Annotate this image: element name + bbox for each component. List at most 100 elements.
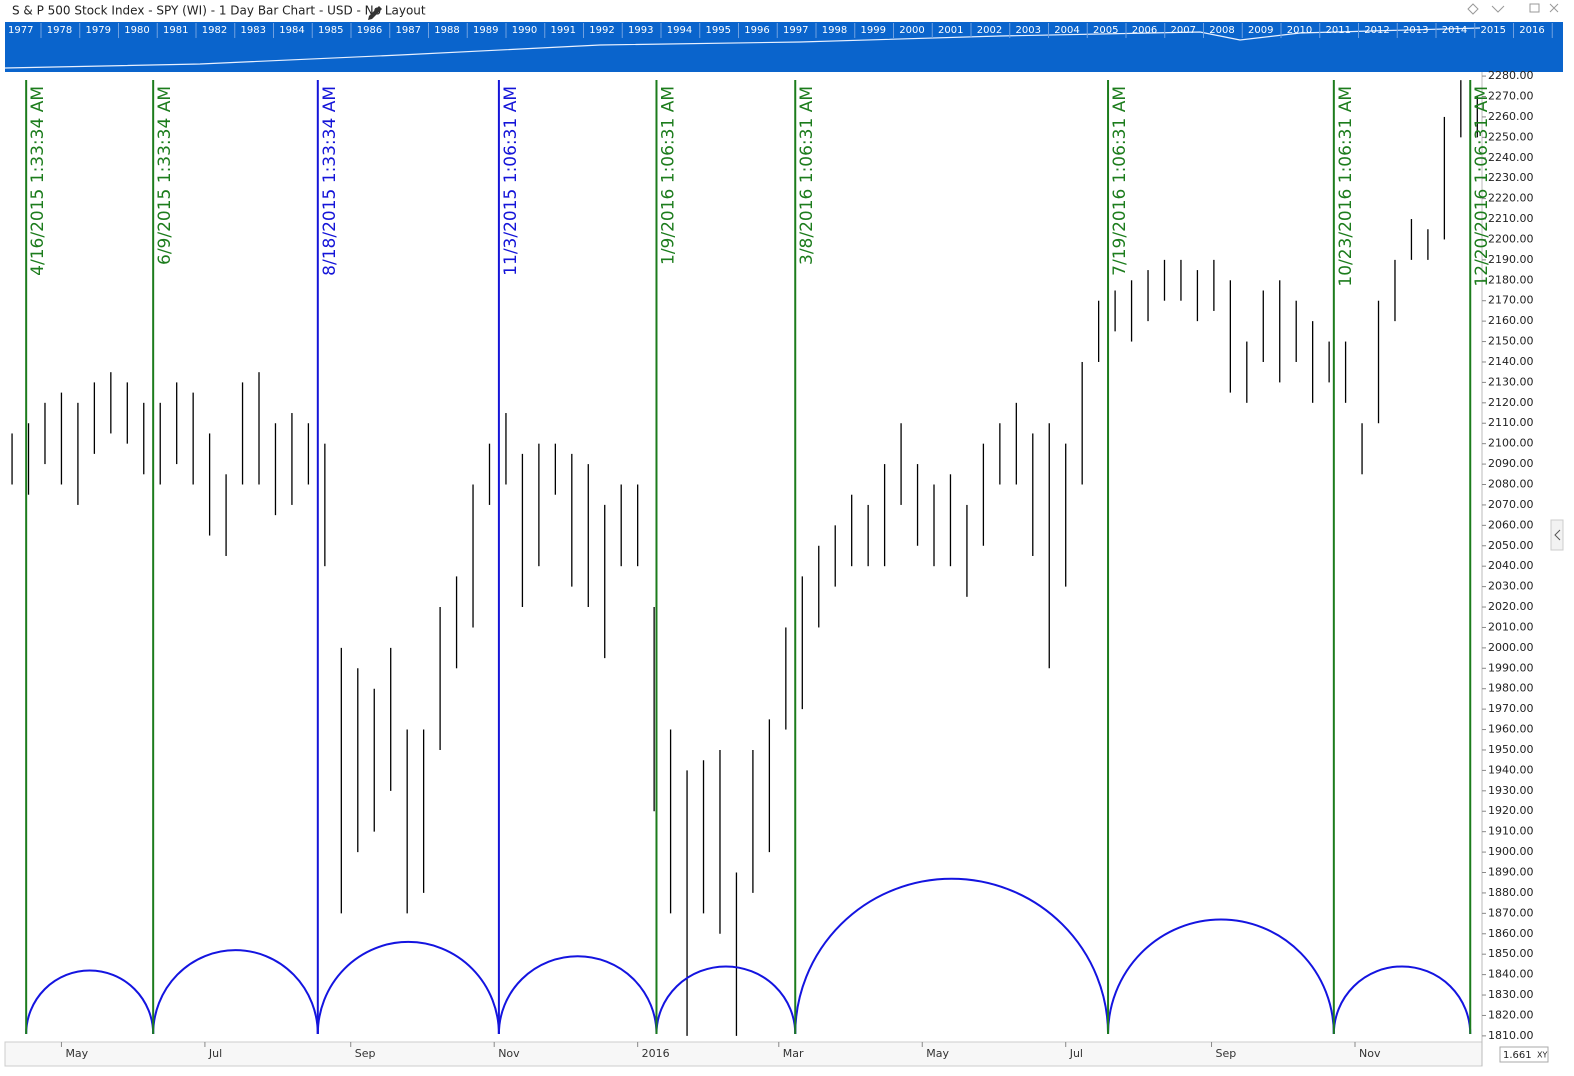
y-tick-label: 1890.00 (1488, 866, 1534, 879)
navigator-year: 2005 (1093, 25, 1118, 36)
y-tick-label: 1970.00 (1488, 702, 1534, 715)
navigator-year: 1993 (628, 25, 653, 36)
y-tick-label: 2060.00 (1488, 518, 1534, 531)
y-tick-label: 2170.00 (1488, 294, 1534, 307)
x-tick-label: Sep (1216, 1047, 1237, 1060)
navigator-year: 1980 (124, 25, 149, 36)
y-tick-label: 1960.00 (1488, 723, 1534, 736)
navigator-year: 2009 (1248, 25, 1273, 36)
cycle-arc (655, 965, 797, 1035)
navigator-year: 2007 (1171, 25, 1196, 36)
cycle-arc (152, 949, 319, 1035)
y-tick-label: 1870.00 (1488, 906, 1534, 919)
y-tick-label: 2080.00 (1488, 478, 1534, 491)
cycle-date-label: 12/20/2016 1:06:31 AM (1472, 86, 1492, 287)
navigator-year: 1983 (241, 25, 266, 36)
navigator-year: 1994 (667, 25, 692, 36)
cycle-arc (497, 955, 658, 1035)
navigator-year: 1997 (783, 25, 808, 36)
y-tick-label: 2000.00 (1488, 641, 1534, 654)
navigator-year: 2014 (1442, 25, 1467, 36)
navigator-year: 2006 (1132, 25, 1157, 36)
navigator-year: 1982 (202, 25, 227, 36)
y-tick-label: 1940.00 (1488, 763, 1534, 776)
y-tick-label: 2200.00 (1488, 232, 1534, 245)
navigator-year: 1978 (47, 25, 72, 36)
y-tick-label: 2070.00 (1488, 498, 1534, 511)
y-tick-label: 1920.00 (1488, 804, 1534, 817)
navigator-year: 1995 (706, 25, 731, 36)
navigator-year: 2016 (1519, 25, 1544, 36)
cycle-date-label: 6/9/2015 1:33:34 AM (155, 86, 175, 265)
y-tick-label: 1980.00 (1488, 682, 1534, 695)
edit-icon[interactable] (368, 6, 382, 20)
navigator-year: 2011 (1326, 25, 1351, 36)
y-tick-label: 2220.00 (1488, 192, 1534, 205)
zoom-mode: XY (1537, 1051, 1547, 1060)
y-tick-label: 2020.00 (1488, 600, 1534, 613)
y-tick-label: 2230.00 (1488, 171, 1534, 184)
navigator-year: 1977 (8, 25, 33, 36)
y-tick-label: 2250.00 (1488, 130, 1534, 143)
y-tick-label: 2160.00 (1488, 314, 1534, 327)
y-tick-label: 2120.00 (1488, 396, 1534, 409)
chart-title: S & P 500 Stock Index - SPY (WI) - 1 Day… (12, 4, 426, 18)
y-tick-label: 2210.00 (1488, 212, 1534, 225)
y-tick-label: 2030.00 (1488, 580, 1534, 593)
restore-icon[interactable] (1529, 3, 1540, 13)
navigator-year: 1988 (434, 25, 459, 36)
side-tab[interactable] (1550, 519, 1564, 551)
cycle-arc (1332, 965, 1472, 1035)
y-tick-label: 2140.00 (1488, 355, 1534, 368)
cycle-date-label: 1/9/2016 1:06:31 AM (658, 86, 678, 265)
y-tick-label: 2130.00 (1488, 375, 1534, 388)
y-tick-label: 1880.00 (1488, 886, 1534, 899)
zoom-box[interactable] (1499, 1046, 1549, 1063)
y-tick-label: 1820.00 (1488, 1008, 1534, 1021)
y-tick-label: 1860.00 (1488, 927, 1534, 940)
y-tick-label: 1950.00 (1488, 743, 1534, 756)
navigator-year: 1992 (589, 25, 614, 36)
navigator-year: 1989 (473, 25, 498, 36)
y-tick-label: 2090.00 (1488, 457, 1534, 470)
diamond-icon[interactable] (1467, 3, 1479, 15)
x-tick-label: Sep (355, 1047, 376, 1060)
x-tick-label: Nov (1359, 1047, 1381, 1060)
y-tick-label: 2190.00 (1488, 253, 1534, 266)
navigator-year: 2002 (977, 25, 1002, 36)
close-icon[interactable] (1549, 3, 1559, 13)
navigator-year: 2000 (899, 25, 924, 36)
navigator-year: 1979 (86, 25, 111, 36)
navigator-year: 1990 (512, 25, 537, 36)
navigator-year: 2001 (938, 25, 963, 36)
y-tick-label: 1930.00 (1488, 784, 1534, 797)
x-tick-label: 2016 (642, 1047, 670, 1060)
x-tick-label: May (65, 1047, 88, 1060)
window-controls (1467, 3, 1559, 15)
x-axis (4, 1041, 1483, 1067)
navigator-year: 1985 (318, 25, 343, 36)
navigator[interactable] (5, 22, 1563, 72)
y-tick-label: 2180.00 (1488, 273, 1534, 286)
y-tick-label: 2260.00 (1488, 110, 1534, 123)
x-tick-label: Nov (498, 1047, 520, 1060)
x-tick-label: Mar (783, 1047, 804, 1060)
navigator-year: 1987 (396, 25, 421, 36)
y-tick-label: 2010.00 (1488, 620, 1534, 633)
navigator-year: 2010 (1287, 25, 1312, 36)
y-tick-label: 1900.00 (1488, 845, 1534, 858)
cycle-date-label: 10/23/2016 1:06:31 AM (1336, 86, 1356, 287)
navigator-year: 2012 (1364, 25, 1389, 36)
x-tick-label: Jul (208, 1047, 222, 1060)
cycle-arc (1107, 919, 1335, 1035)
navigator-year: 1998 (822, 25, 847, 36)
navigator-year: 2013 (1403, 25, 1428, 36)
cycle-date-label: 3/8/2016 1:06:31 AM (797, 86, 817, 265)
side-tab-arrow (1554, 529, 1561, 541)
y-tick-label: 2040.00 (1488, 559, 1534, 572)
cycle-date-label: 8/18/2015 1:33:34 AM (320, 86, 340, 276)
navigator-year: 1999 (861, 25, 886, 36)
navigator-year: 2004 (1054, 25, 1079, 36)
minimize-icon[interactable] (1491, 5, 1505, 13)
